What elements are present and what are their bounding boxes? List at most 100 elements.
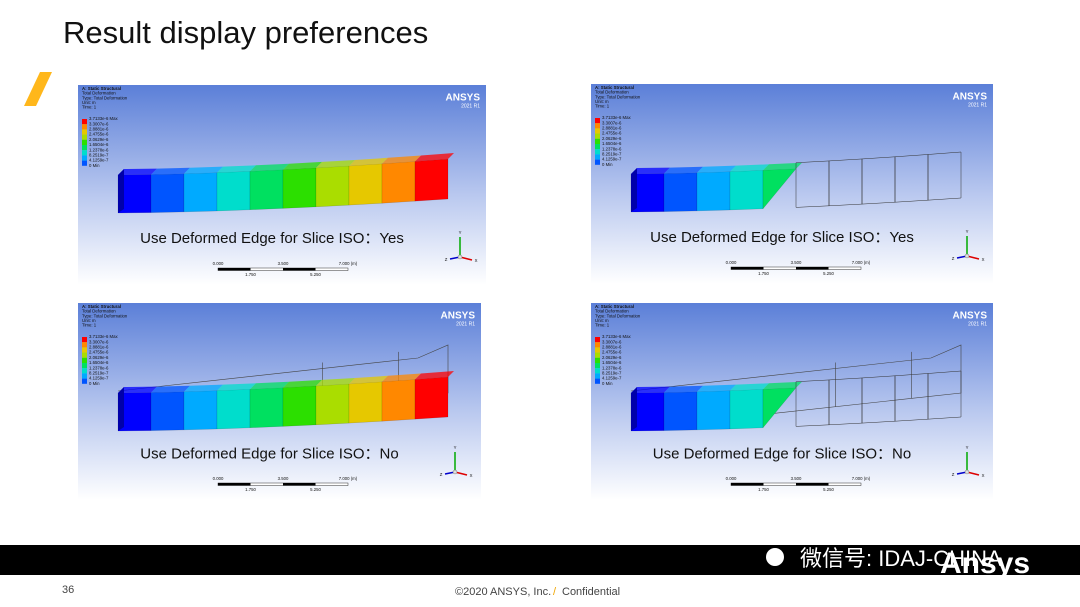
beam-segment: [729, 170, 764, 211]
beam-top: [664, 385, 703, 393]
slice-caption: Use Deformed Edge for Slice ISO：Yes: [140, 230, 404, 247]
scale-label: 3.500: [278, 476, 289, 481]
footer-bar: [0, 545, 1080, 575]
legend-label: 1.6504e-6: [602, 141, 622, 146]
legend-swatch: [82, 347, 87, 353]
scale-label: 7.000 (m): [339, 261, 358, 266]
legend-label: 8.2519e-7: [89, 371, 109, 376]
legend-swatch: [82, 129, 87, 135]
legend-swatch: [82, 337, 87, 343]
ansys-logo: ANSYS: [953, 311, 988, 322]
legend-label: 3.3007e-6: [89, 339, 109, 344]
result-header: Type: Total Deformation: [82, 95, 128, 100]
beam-top: [217, 165, 256, 173]
beam-top: [730, 383, 769, 391]
legend-label: 2.4755e-6: [89, 350, 109, 355]
scale-label: 3.500: [791, 260, 802, 265]
scale-label: 0.000: [213, 476, 224, 481]
ansys-version: 2021 R1: [968, 102, 987, 108]
beam-segment: [315, 383, 350, 426]
legend-swatch: [595, 118, 600, 124]
undeformed-outline: [630, 344, 962, 430]
scale-label: 1.750: [245, 272, 256, 277]
legend-label: 2.8881e-6: [89, 127, 109, 132]
scale-label: 0.000: [726, 260, 737, 265]
triad-label: Z: [445, 257, 448, 262]
beam-wire: [927, 151, 962, 201]
beam-top: [763, 381, 802, 390]
ansys-version: 2021 R1: [968, 321, 987, 327]
triad-label: Y: [459, 230, 462, 235]
beam-top: [763, 162, 802, 171]
slice-caption: Use Deformed Edge for Slice ISO：No: [653, 446, 911, 463]
scale-label: 0.000: [726, 476, 737, 481]
beam-top: [184, 384, 223, 392]
legend-swatch: [595, 337, 600, 343]
legend-label: 2.4755e-6: [602, 131, 622, 136]
accent-slash: [24, 72, 52, 106]
beam-segment: [729, 389, 764, 430]
scale-label: 1.750: [758, 271, 769, 276]
beam-segment: [249, 169, 284, 210]
legend-swatch: [595, 357, 600, 363]
legend-swatch: [82, 378, 87, 384]
legend-swatch: [595, 373, 600, 379]
legend-swatch: [595, 368, 600, 374]
legend-label: 2.0629e-6: [602, 136, 622, 141]
triad-origin: [452, 469, 458, 475]
scale-bar-fill: [731, 483, 764, 486]
legend-label: 1.6504e-6: [602, 360, 622, 365]
legend-swatch: [595, 123, 600, 129]
ansys-logo: ANSYS: [446, 93, 481, 104]
scale-bar-fill: [796, 483, 829, 486]
result-header: A: Static Structural: [595, 304, 634, 309]
separator: /: [553, 586, 557, 598]
scale-label: 5.250: [823, 271, 834, 276]
legend-label: 2.8881e-6: [89, 345, 109, 350]
result-header: Total Deformation: [82, 309, 116, 314]
result-header: Type: Total Deformation: [595, 94, 641, 99]
result-header: A: Static Structural: [82, 86, 121, 91]
triad-label: Z: [440, 472, 443, 477]
slide-title: Result display preferences: [63, 15, 428, 50]
legend-label: 1.2378e-6: [89, 365, 109, 370]
watermark-wechat: 微信号: IDAJ-CHINA: [800, 546, 1002, 571]
beam-segment: [381, 161, 416, 204]
legend-label: 4.1259e-7: [602, 376, 622, 381]
beam-top: [316, 159, 355, 168]
beam-top: [631, 386, 670, 393]
legend-label: 4.1259e-7: [89, 158, 109, 163]
legend-swatch: [82, 342, 87, 348]
result-header: Type: Total Deformation: [82, 313, 128, 318]
scale-label: 7.000 (m): [852, 260, 871, 265]
beam-wire: [927, 370, 962, 420]
legend-label: 1.6504e-6: [89, 142, 109, 147]
beam-end: [118, 387, 124, 431]
scale-label: 7.000 (m): [852, 476, 871, 481]
triad-label: Y: [966, 445, 969, 450]
legend-swatch: [595, 144, 600, 150]
beam-top: [415, 371, 454, 380]
legend-label: 3.7133e-6 Max: [89, 116, 119, 121]
beam-segment: [249, 387, 284, 428]
beam-end: [118, 169, 124, 213]
beam-segment: [216, 171, 251, 212]
legend-label: 0 Min: [602, 381, 613, 386]
beam-segment: [414, 158, 449, 202]
beam-top: [250, 381, 289, 390]
triad-label: X: [982, 473, 985, 478]
beam-segment: [183, 172, 218, 213]
legend-swatch: [82, 145, 87, 151]
scale-bar-fill: [283, 483, 316, 486]
beam-segment: [183, 390, 218, 431]
beam-top: [730, 164, 769, 172]
legend-label: 2.8881e-6: [602, 345, 622, 350]
legend-swatch: [82, 357, 87, 363]
slice-caption: Use Deformed Edge for Slice ISO：Yes: [650, 229, 914, 246]
scale-label: 5.250: [310, 272, 321, 277]
legend-label: 1.2378e-6: [602, 146, 622, 151]
triad-label: X: [982, 257, 985, 262]
legend-label: 3.3007e-6: [89, 121, 109, 126]
beam-segment: [348, 381, 383, 424]
